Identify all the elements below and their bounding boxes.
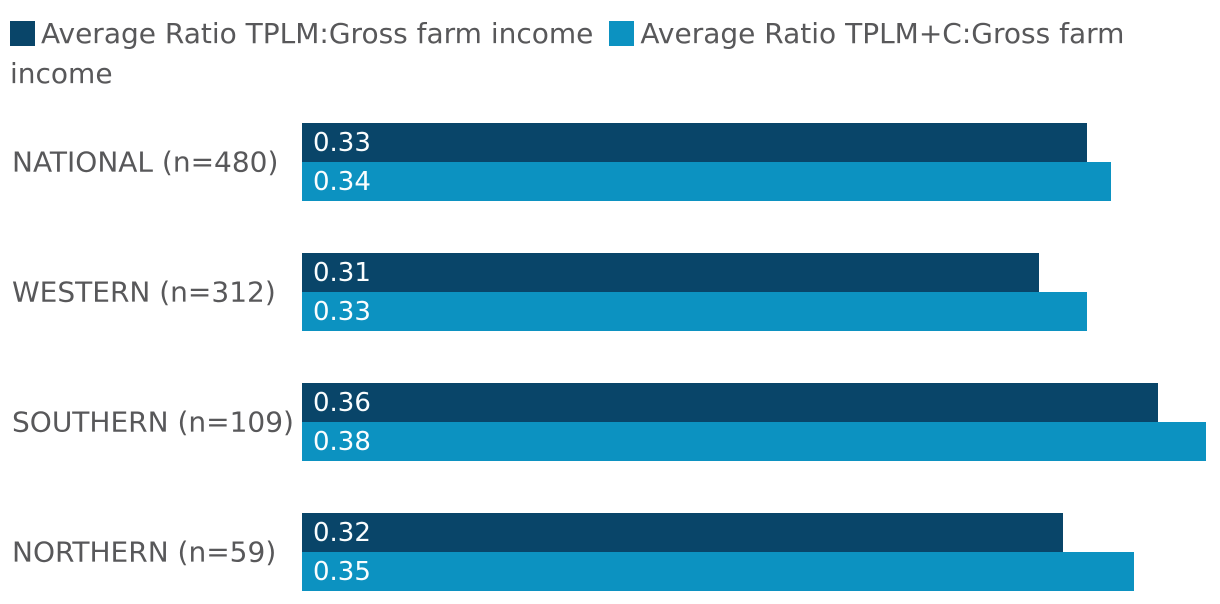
bar-series1[interactable]: 0.32 [302, 513, 1064, 552]
legend-swatch-tplm-icon [10, 21, 35, 46]
legend-item-tplm-c[interactable]: Average Ratio TPLM+C:Gross farm income [10, 17, 1124, 90]
chart-row: NATIONAL (n=480) 0.33 0.34 [0, 123, 1220, 201]
category-label: NORTHERN (n=59) [12, 535, 277, 569]
chart-row: SOUTHERN (n=109) 0.36 0.38 [0, 383, 1220, 461]
bar-chart-rows: NATIONAL (n=480) 0.33 0.34 WESTERN (n=31… [0, 123, 1220, 591]
bar-value-label: 0.33 [313, 296, 371, 327]
legend-item-tplm[interactable]: Average Ratio TPLM:Gross farm income [10, 17, 593, 50]
bar-series2[interactable]: 0.34 [302, 162, 1111, 201]
bar-series2[interactable]: 0.35 [302, 552, 1135, 591]
bar-value-label: 0.36 [313, 387, 371, 418]
bar-value-label: 0.34 [313, 166, 371, 197]
bar-value-label: 0.35 [313, 556, 371, 587]
bar-series2[interactable]: 0.38 [302, 422, 1206, 461]
bar-value-label: 0.31 [313, 257, 371, 288]
category-label: WESTERN (n=312) [12, 275, 276, 309]
legend-swatch-tplm-c-icon [609, 21, 635, 46]
bar-series1[interactable]: 0.33 [302, 123, 1087, 162]
legend-label-tplm: Average Ratio TPLM:Gross farm income [41, 17, 594, 50]
bar-series1[interactable]: 0.31 [302, 253, 1040, 292]
chart-row: NORTHERN (n=59) 0.32 0.35 [0, 513, 1220, 591]
category-label: SOUTHERN (n=109) [12, 405, 294, 439]
category-label: NATIONAL (n=480) [12, 145, 279, 179]
bar-series2[interactable]: 0.33 [302, 292, 1087, 331]
legend-label-tplm-c: Average Ratio TPLM+C:Gross farm income [10, 17, 1125, 90]
bar-value-label: 0.32 [313, 517, 371, 548]
chart-row: WESTERN (n=312) 0.31 0.33 [0, 253, 1220, 331]
bar-group: 0.32 0.35 [302, 513, 1220, 591]
bar-group: 0.31 0.33 [302, 253, 1220, 331]
bar-value-label: 0.33 [313, 127, 371, 158]
bar-group: 0.36 0.38 [302, 383, 1220, 461]
bar-chart: NATIONAL (n=480) 0.33 0.34 WESTERN (n=31… [0, 123, 1220, 591]
bar-value-label: 0.38 [313, 426, 371, 457]
bar-group: 0.33 0.34 [302, 123, 1220, 201]
chart-legend: Average Ratio TPLM:Gross farm income Aver… [0, 0, 1220, 94]
bar-series1[interactable]: 0.36 [302, 383, 1159, 422]
